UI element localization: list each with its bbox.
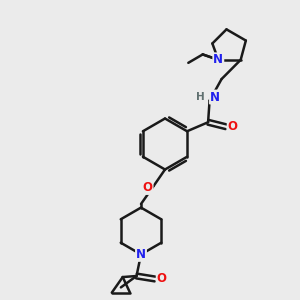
- Text: O: O: [157, 272, 167, 286]
- Text: N: N: [210, 91, 220, 103]
- Text: O: O: [228, 120, 238, 133]
- Text: N: N: [213, 53, 223, 66]
- Text: H: H: [196, 92, 205, 102]
- Text: O: O: [142, 181, 153, 194]
- Text: N: N: [136, 248, 146, 261]
